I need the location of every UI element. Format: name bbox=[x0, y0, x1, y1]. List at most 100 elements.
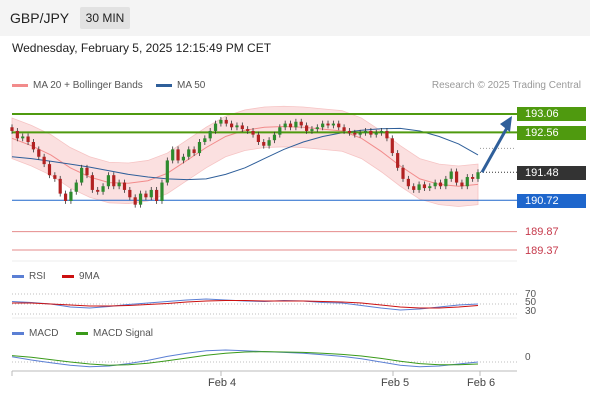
macd-signal-swatch bbox=[76, 331, 88, 335]
rsi-tick-50: 50 bbox=[525, 297, 537, 308]
candle-body bbox=[465, 177, 469, 187]
x-label-feb6: Feb 6 bbox=[467, 377, 496, 389]
candle-body bbox=[58, 178, 62, 194]
candle-body bbox=[321, 123, 325, 128]
candle-body bbox=[155, 189, 159, 201]
candle-body bbox=[347, 130, 352, 133]
candle-body bbox=[278, 127, 282, 135]
candle-body bbox=[219, 119, 223, 124]
candle-body bbox=[144, 193, 148, 198]
support1-label: 189.87 bbox=[525, 226, 559, 238]
support2-label: 189.37 bbox=[525, 245, 559, 257]
legend-rsi-ma: 9MA bbox=[62, 271, 100, 282]
candle-body bbox=[288, 123, 293, 128]
candle-body bbox=[454, 171, 459, 183]
candle-body bbox=[101, 186, 105, 192]
rsi-tick-30: 30 bbox=[525, 306, 537, 317]
candle-body bbox=[358, 132, 362, 135]
candle-body bbox=[165, 160, 169, 183]
candle-body bbox=[69, 191, 73, 201]
candle-body bbox=[90, 175, 94, 190]
macd-signal-legend-label: MACD Signal bbox=[93, 328, 154, 339]
candle-body bbox=[117, 182, 121, 187]
candle-body bbox=[304, 125, 309, 131]
forecast-arrow-shaft bbox=[480, 125, 510, 173]
credit-text: Research © 2025 Trading Central bbox=[431, 80, 581, 91]
macd-line bbox=[11, 349, 479, 368]
candle-body bbox=[37, 149, 41, 157]
candle-body bbox=[369, 130, 373, 135]
candle-body bbox=[246, 129, 250, 131]
candle-body bbox=[21, 136, 25, 139]
candle-body bbox=[396, 153, 400, 168]
ma20-line bbox=[11, 125, 479, 187]
candle-body bbox=[240, 125, 244, 130]
timeframe-badge[interactable]: 30 MIN bbox=[80, 7, 130, 29]
candle-body bbox=[385, 130, 389, 139]
candle-body bbox=[106, 175, 111, 187]
ma50-line bbox=[11, 127, 479, 181]
x-label-feb5: Feb 5 bbox=[381, 377, 410, 389]
chart-datetime: Wednesday, February 5, 2025 12:15:49 PM … bbox=[12, 41, 272, 55]
rsi-ma-legend-label: 9MA bbox=[79, 271, 100, 282]
candle-body bbox=[256, 134, 260, 143]
candle-body bbox=[283, 123, 287, 128]
candle-body bbox=[192, 149, 196, 154]
candle-body bbox=[203, 138, 207, 143]
macd-legend-label: MACD bbox=[29, 328, 59, 339]
candle-body bbox=[208, 130, 212, 139]
candle-body bbox=[42, 156, 46, 165]
bollinger-band bbox=[11, 105, 479, 207]
candle-body bbox=[122, 182, 127, 190]
candle-body bbox=[417, 184, 421, 190]
legend-macd: MACD bbox=[12, 328, 58, 339]
candle-body bbox=[444, 178, 448, 187]
rsi-legend-label: RSI bbox=[29, 271, 46, 282]
candle-body bbox=[299, 121, 303, 126]
candle-body bbox=[251, 130, 255, 135]
candle-body bbox=[326, 123, 330, 126]
candle-body bbox=[224, 119, 228, 124]
candle-body bbox=[342, 127, 346, 131]
macd-signal-line bbox=[11, 351, 479, 366]
candle-body bbox=[428, 186, 432, 189]
candle-body bbox=[10, 127, 14, 131]
pivot-badge: 190.72 bbox=[517, 194, 586, 208]
candle-body bbox=[331, 123, 335, 126]
candle-body bbox=[230, 123, 234, 128]
macd-swatch bbox=[12, 331, 24, 335]
last-price-badge: 191.48 bbox=[517, 166, 586, 180]
candle-body bbox=[449, 171, 453, 179]
candle-body bbox=[160, 182, 164, 201]
candle-body bbox=[363, 130, 368, 133]
candle-body bbox=[128, 189, 132, 198]
candle-body bbox=[406, 178, 410, 187]
candle-body bbox=[31, 142, 36, 150]
candle-body bbox=[80, 167, 84, 183]
candle-body bbox=[149, 189, 153, 198]
candle-body bbox=[74, 182, 78, 192]
instrument-title: GBP/JPY bbox=[10, 10, 70, 26]
candle-body bbox=[353, 132, 357, 135]
candle-body bbox=[310, 129, 314, 131]
rsi-swatch bbox=[12, 274, 24, 278]
candle-body bbox=[401, 167, 405, 179]
x-label-feb4: Feb 4 bbox=[208, 377, 237, 389]
legend-rsi: RSI bbox=[12, 271, 46, 282]
candle-body bbox=[476, 172, 480, 179]
candle-body bbox=[433, 182, 437, 187]
candle-body bbox=[176, 149, 180, 161]
candle-body bbox=[112, 175, 116, 187]
candle-body bbox=[181, 156, 186, 161]
candle-body bbox=[26, 136, 30, 143]
candle-body bbox=[412, 186, 416, 190]
rsi-ma-line bbox=[12, 300, 479, 309]
candle-body bbox=[85, 167, 89, 176]
ma50-legend-label: MA 50 bbox=[177, 80, 206, 91]
candle-body bbox=[187, 149, 191, 157]
resistance1-badge: 192.56 bbox=[517, 126, 586, 140]
candle-body bbox=[53, 175, 57, 179]
legend-ma50: MA 50 bbox=[156, 80, 205, 91]
candle-body bbox=[471, 177, 475, 179]
